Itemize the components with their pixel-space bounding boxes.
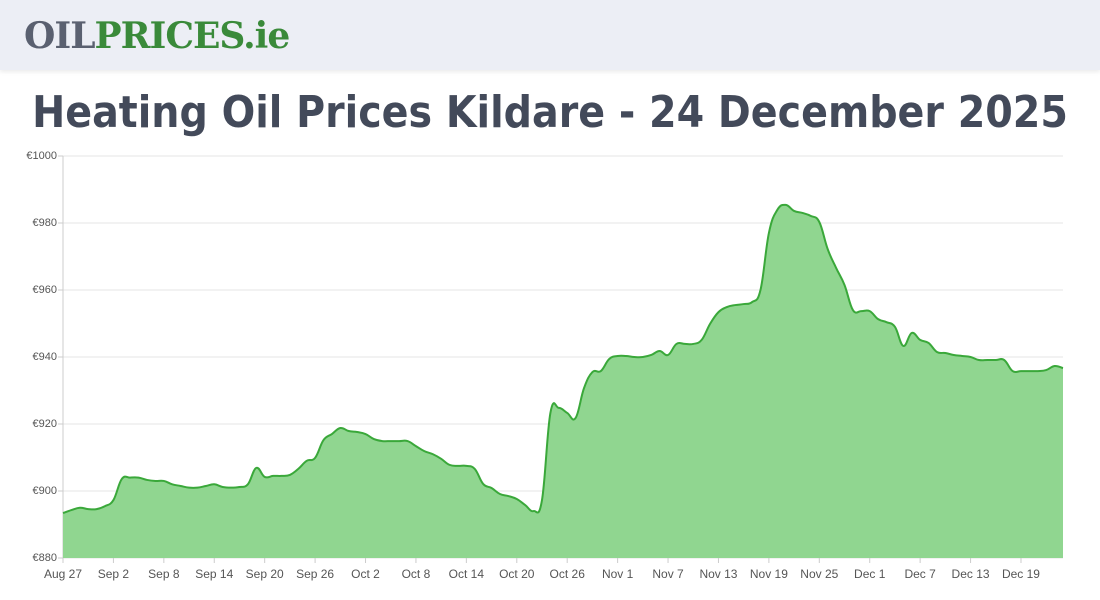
chart: Heating Oil Prices Kildare - 24 December…: [26, 87, 1068, 581]
x-tick-label: Dec 7: [904, 567, 936, 581]
header: OILPRICES.ie: [0, 0, 1100, 70]
y-tick-label: €940: [33, 351, 57, 363]
x-tick-label: Oct 8: [402, 567, 431, 581]
x-tick-label: Oct 20: [499, 567, 535, 581]
y-tick-label: €880: [33, 552, 57, 564]
y-tick-label: €980: [33, 217, 57, 229]
logo-part: OIL: [24, 15, 96, 57]
x-tick-label: Dec 1: [854, 567, 886, 581]
y-tick-label: €920: [33, 418, 57, 430]
x-tick-label: Nov 25: [800, 567, 838, 581]
x-tick-label: Oct 26: [550, 567, 586, 581]
y-tick-label: €960: [33, 284, 57, 296]
x-tick-label: Dec 19: [1002, 567, 1040, 581]
x-tick-label: Sep 20: [246, 567, 284, 581]
x-tick-label: Dec 13: [952, 567, 990, 581]
x-tick-label: Sep 8: [148, 567, 180, 581]
chart-title: Heating Oil Prices Kildare - 24 December…: [32, 87, 1068, 138]
x-tick-label: Sep 26: [296, 567, 334, 581]
x-tick-label: Sep 2: [98, 567, 130, 581]
x-tick-label: Nov 19: [750, 567, 788, 581]
x-tick-label: Nov 7: [652, 567, 684, 581]
x-tick-label: Aug 27: [44, 567, 82, 581]
price-line: [62, 203, 1064, 515]
x-tick-label: Oct 2: [351, 567, 380, 581]
x-tick-label: Nov 13: [699, 567, 737, 581]
y-tick-label: €1000: [26, 150, 57, 162]
x-tick-label: Nov 1: [602, 567, 634, 581]
x-tick-label: Sep 14: [195, 567, 233, 581]
logo[interactable]: OILPRICES.ie: [24, 14, 291, 58]
area-fill: [63, 204, 1063, 559]
logo-part: PRICES.ie: [94, 15, 291, 57]
y-tick-label: €900: [33, 485, 57, 497]
x-tick-label: Oct 14: [449, 567, 485, 581]
